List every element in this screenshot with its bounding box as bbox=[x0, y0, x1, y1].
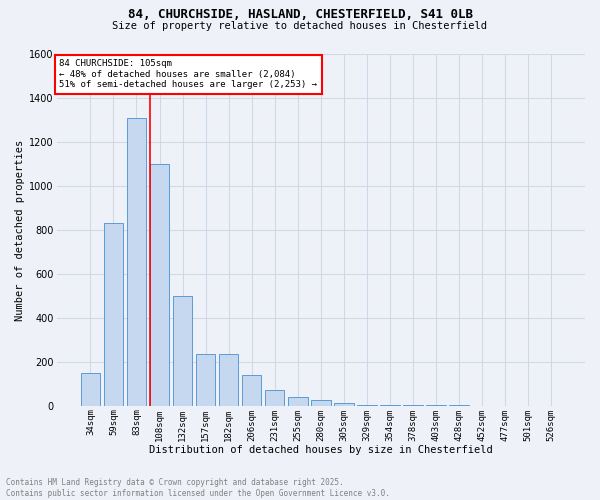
Bar bbox=[196, 354, 215, 406]
Bar bbox=[219, 354, 238, 406]
Bar bbox=[80, 373, 100, 406]
Bar bbox=[334, 402, 353, 406]
Bar bbox=[265, 390, 284, 406]
Bar bbox=[357, 404, 377, 406]
Bar bbox=[242, 375, 262, 406]
Bar bbox=[288, 396, 308, 406]
Bar bbox=[127, 118, 146, 406]
Bar bbox=[311, 400, 331, 406]
Bar bbox=[104, 224, 123, 406]
Bar bbox=[173, 296, 193, 406]
Y-axis label: Number of detached properties: Number of detached properties bbox=[15, 140, 25, 320]
Text: 84 CHURCHSIDE: 105sqm
← 48% of detached houses are smaller (2,084)
51% of semi-d: 84 CHURCHSIDE: 105sqm ← 48% of detached … bbox=[59, 60, 317, 89]
Text: 84, CHURCHSIDE, HASLAND, CHESTERFIELD, S41 0LB: 84, CHURCHSIDE, HASLAND, CHESTERFIELD, S… bbox=[128, 8, 473, 20]
Bar bbox=[150, 164, 169, 406]
Text: Contains HM Land Registry data © Crown copyright and database right 2025.
Contai: Contains HM Land Registry data © Crown c… bbox=[6, 478, 390, 498]
Text: Size of property relative to detached houses in Chesterfield: Size of property relative to detached ho… bbox=[113, 21, 487, 31]
X-axis label: Distribution of detached houses by size in Chesterfield: Distribution of detached houses by size … bbox=[149, 445, 493, 455]
